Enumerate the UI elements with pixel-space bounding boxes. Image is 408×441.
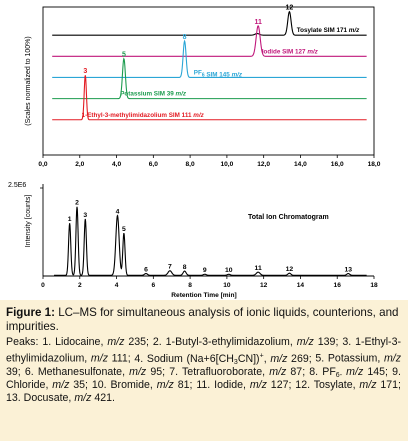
caption-title: Figure 1: LC–MS for simultaneous analysi… bbox=[6, 306, 401, 334]
caption-text: LC–MS for simultaneous analysis of ionic… bbox=[6, 306, 399, 333]
sim-x-tick-label: 16,0 bbox=[331, 161, 344, 168]
sim-x-tick-label: 2,0 bbox=[75, 161, 84, 168]
sim-x-tick-label: 14,0 bbox=[294, 161, 307, 168]
tic-x-tick-label: 2 bbox=[78, 282, 82, 289]
tic-x-tick-label: 4 bbox=[115, 282, 119, 289]
tic-peak-label: 5 bbox=[122, 226, 126, 233]
chart-panel: (Scales normalized to 100%) 0,0 2,0 4,0 6,0… bbox=[8, 4, 381, 299]
sim-trace-1: 11 Iodide SIM 127 m/z bbox=[52, 19, 367, 57]
peak-entry: 8. PF6- m/z 145; bbox=[309, 365, 393, 379]
sim-trace-4: 3 1-Ethyl-3-methylimidazolium SIM 111 m/z bbox=[52, 68, 367, 121]
peak-entry: 11. Iodide, m/z 127; bbox=[196, 379, 296, 392]
peak-entry: 3. 1-Ethyl-3-ethylimidazolium, m/z 111; bbox=[6, 336, 401, 365]
sim-trace-line bbox=[52, 10, 367, 36]
tic-peak-label: 6 bbox=[144, 267, 148, 274]
tic-x-tick-label: 16 bbox=[334, 282, 342, 289]
peak-entry: 2. 1-Butyl-3-ethylimidazolium, m/z 139; bbox=[152, 336, 343, 348]
sim-peak-label: 11 bbox=[254, 19, 262, 26]
tic-peak-label: 1 bbox=[68, 216, 72, 223]
tic-peak-label: 7 bbox=[168, 264, 172, 271]
sim-panel: (Scales normalized to 100%) 0,0 2,0 4,0 6,0… bbox=[25, 5, 381, 168]
sim-trace-line bbox=[52, 25, 367, 57]
sim-x-tick-label: 12,0 bbox=[257, 161, 270, 168]
sim-x-tick-label: 6,0 bbox=[149, 161, 158, 168]
sim-traces: 12 Tosylate SIM 171 m/z 11 Iodide SIM 127 m… bbox=[52, 5, 367, 121]
sim-series-label: Tosylate SIM 171 m/z bbox=[297, 27, 360, 34]
peak-entry: 12. Tosylate, m/z 171; bbox=[295, 379, 401, 392]
tic-axes: 0 2 4 6 8 10 12 14 16 18 bbox=[40, 184, 378, 289]
caption-peaks: Peaks: 1. Lidocaine, m/z 235; 2. 1-Butyl… bbox=[6, 336, 401, 406]
sim-trace-line bbox=[52, 75, 367, 121]
sim-series-label: PF6 SIM 145 m/z bbox=[194, 69, 243, 78]
sim-peak-label: 12 bbox=[286, 5, 294, 12]
tic-peak-label: 10 bbox=[225, 267, 233, 274]
peak-entry: 9. Chloride, m/z 35; bbox=[6, 365, 401, 392]
peak-entry: 5. Potassium, m/z 39; bbox=[6, 352, 402, 378]
tic-y-tick-label: 2.5E6 bbox=[8, 182, 26, 189]
peak-entry: 13. Docusate, m/z 421. bbox=[6, 392, 115, 405]
sim-x-axis: 0,0 2,0 4,0 6,0 8,0 10,0 12,0 14,0 16,0 18,0 bbox=[38, 155, 381, 168]
sim-x-tick-label: 10,0 bbox=[220, 161, 233, 168]
tic-peak-label: 12 bbox=[286, 266, 294, 273]
sim-trace-2: 8 PF6 SIM 145 m/z bbox=[52, 34, 367, 79]
chart-svg: (Scales normalized to 100%) 0,0 2,0 4,0 6,0… bbox=[8, 5, 381, 299]
tic-x-axis-label: Retention Time [min] bbox=[171, 292, 236, 299]
tic-x-tick-label: 10 bbox=[223, 282, 231, 289]
sim-x-tick-label: 0,0 bbox=[38, 161, 47, 168]
tic-y-axis-label: Intensity [counts] bbox=[25, 195, 32, 248]
tic-annotation: Total Ion Chromatogram bbox=[248, 214, 329, 221]
peak-entry: 6. Methanesulfonate, m/z 95; bbox=[24, 365, 170, 378]
sim-series-label: Potassium SIM 39 m/z bbox=[120, 91, 187, 98]
tic-x-tick-label: 12 bbox=[260, 282, 268, 289]
tic-peak-label: 11 bbox=[255, 265, 262, 272]
peaks-label: Peaks: bbox=[6, 336, 39, 348]
peak-entry: 7. Tetrafluoroborate, m/z 87; bbox=[169, 365, 310, 378]
tic-peak-label: 8 bbox=[183, 264, 187, 271]
figure-caption: Figure 1: LC–MS for simultaneous analysi… bbox=[0, 300, 408, 441]
sim-series-label: 1-Ethyl-3-methylimidazolium SIM 111 m/z bbox=[82, 112, 205, 119]
tic-trace-line bbox=[54, 206, 367, 276]
tic-x-tick-label: 14 bbox=[297, 282, 305, 289]
tic-panel: Intensity [counts] 2.5E6 Retention Time … bbox=[8, 182, 378, 299]
tic-peak-label: 2 bbox=[75, 200, 79, 207]
tic-peak-label: 13 bbox=[344, 267, 352, 274]
sim-series-label: Iodide SIM 127 m/z bbox=[262, 48, 319, 55]
sim-peak-label: 8 bbox=[183, 34, 187, 41]
tic-peak-label: 9 bbox=[203, 267, 207, 274]
peak-entry: 1. Lidocaine, m/z 235; bbox=[42, 336, 153, 348]
tic-x-tick-label: 6 bbox=[151, 282, 155, 289]
sim-trace-line bbox=[52, 39, 367, 79]
sim-x-tick-label: 8,0 bbox=[186, 161, 195, 168]
caption-label: Figure 1: bbox=[6, 306, 55, 319]
tic-x-tick-label: 0 bbox=[41, 282, 45, 289]
sim-y-axis-label: (Scales normalized to 100%) bbox=[25, 36, 32, 126]
sim-peak-label: 5 bbox=[122, 52, 126, 59]
peak-list: 1. Lidocaine, m/z 235; 2. 1-Butyl-3-ethy… bbox=[6, 336, 401, 404]
tic-peak-label: 4 bbox=[116, 208, 120, 215]
sim-trace-3: 5 Potassium SIM 39 m/z bbox=[52, 52, 367, 100]
sim-plot-frame bbox=[42, 6, 375, 156]
peak-entry: 10. Bromide, m/z 81; bbox=[91, 379, 197, 392]
tic-peak-label: 3 bbox=[83, 212, 87, 219]
sim-trace-line bbox=[52, 57, 367, 100]
sim-x-tick-label: 4,0 bbox=[112, 161, 121, 168]
sim-x-tick-label: 18,0 bbox=[368, 161, 381, 168]
tic-x-tick-label: 18 bbox=[370, 282, 378, 289]
sim-trace-0: 12 Tosylate SIM 171 m/z bbox=[52, 5, 367, 36]
peak-entry: 4. Sodium (Na+6[CH3CN])+, m/z 269; bbox=[134, 352, 316, 366]
tic-x-tick-label: 8 bbox=[188, 282, 192, 289]
sim-peak-label: 3 bbox=[83, 68, 87, 75]
